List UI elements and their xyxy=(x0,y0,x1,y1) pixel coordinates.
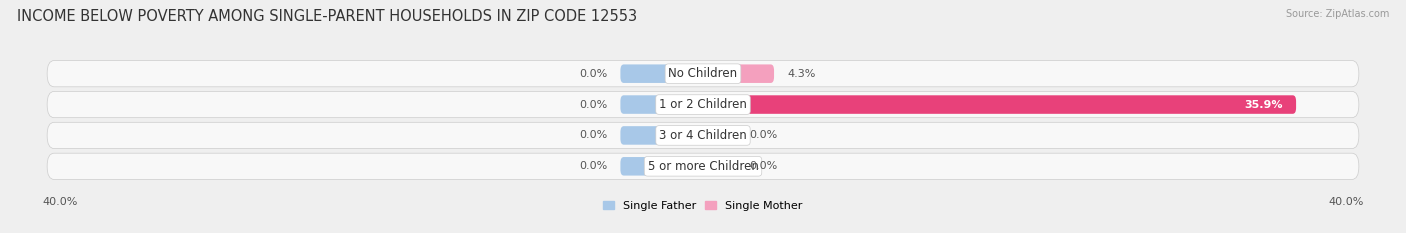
FancyBboxPatch shape xyxy=(703,95,1296,114)
Text: 0.0%: 0.0% xyxy=(749,161,778,171)
Text: 0.0%: 0.0% xyxy=(749,130,778,140)
Text: Source: ZipAtlas.com: Source: ZipAtlas.com xyxy=(1285,9,1389,19)
Text: 3 or 4 Children: 3 or 4 Children xyxy=(659,129,747,142)
FancyBboxPatch shape xyxy=(703,126,737,145)
Text: No Children: No Children xyxy=(668,67,738,80)
FancyBboxPatch shape xyxy=(620,126,703,145)
Text: 0.0%: 0.0% xyxy=(579,161,607,171)
Text: 40.0%: 40.0% xyxy=(42,197,77,207)
Text: INCOME BELOW POVERTY AMONG SINGLE-PARENT HOUSEHOLDS IN ZIP CODE 12553: INCOME BELOW POVERTY AMONG SINGLE-PARENT… xyxy=(17,9,637,24)
Text: 0.0%: 0.0% xyxy=(579,99,607,110)
FancyBboxPatch shape xyxy=(620,95,703,114)
Text: 40.0%: 40.0% xyxy=(1329,197,1364,207)
FancyBboxPatch shape xyxy=(620,64,703,83)
FancyBboxPatch shape xyxy=(703,157,737,176)
Text: 4.3%: 4.3% xyxy=(787,69,815,79)
FancyBboxPatch shape xyxy=(48,91,1358,118)
FancyBboxPatch shape xyxy=(703,64,775,83)
Text: 0.0%: 0.0% xyxy=(579,69,607,79)
Text: 1 or 2 Children: 1 or 2 Children xyxy=(659,98,747,111)
Text: 5 or more Children: 5 or more Children xyxy=(648,160,758,173)
Text: 0.0%: 0.0% xyxy=(579,130,607,140)
FancyBboxPatch shape xyxy=(48,61,1358,87)
FancyBboxPatch shape xyxy=(48,122,1358,149)
FancyBboxPatch shape xyxy=(620,157,703,176)
Text: 35.9%: 35.9% xyxy=(1244,99,1282,110)
FancyBboxPatch shape xyxy=(48,153,1358,179)
Legend: Single Father, Single Mother: Single Father, Single Mother xyxy=(603,201,803,211)
